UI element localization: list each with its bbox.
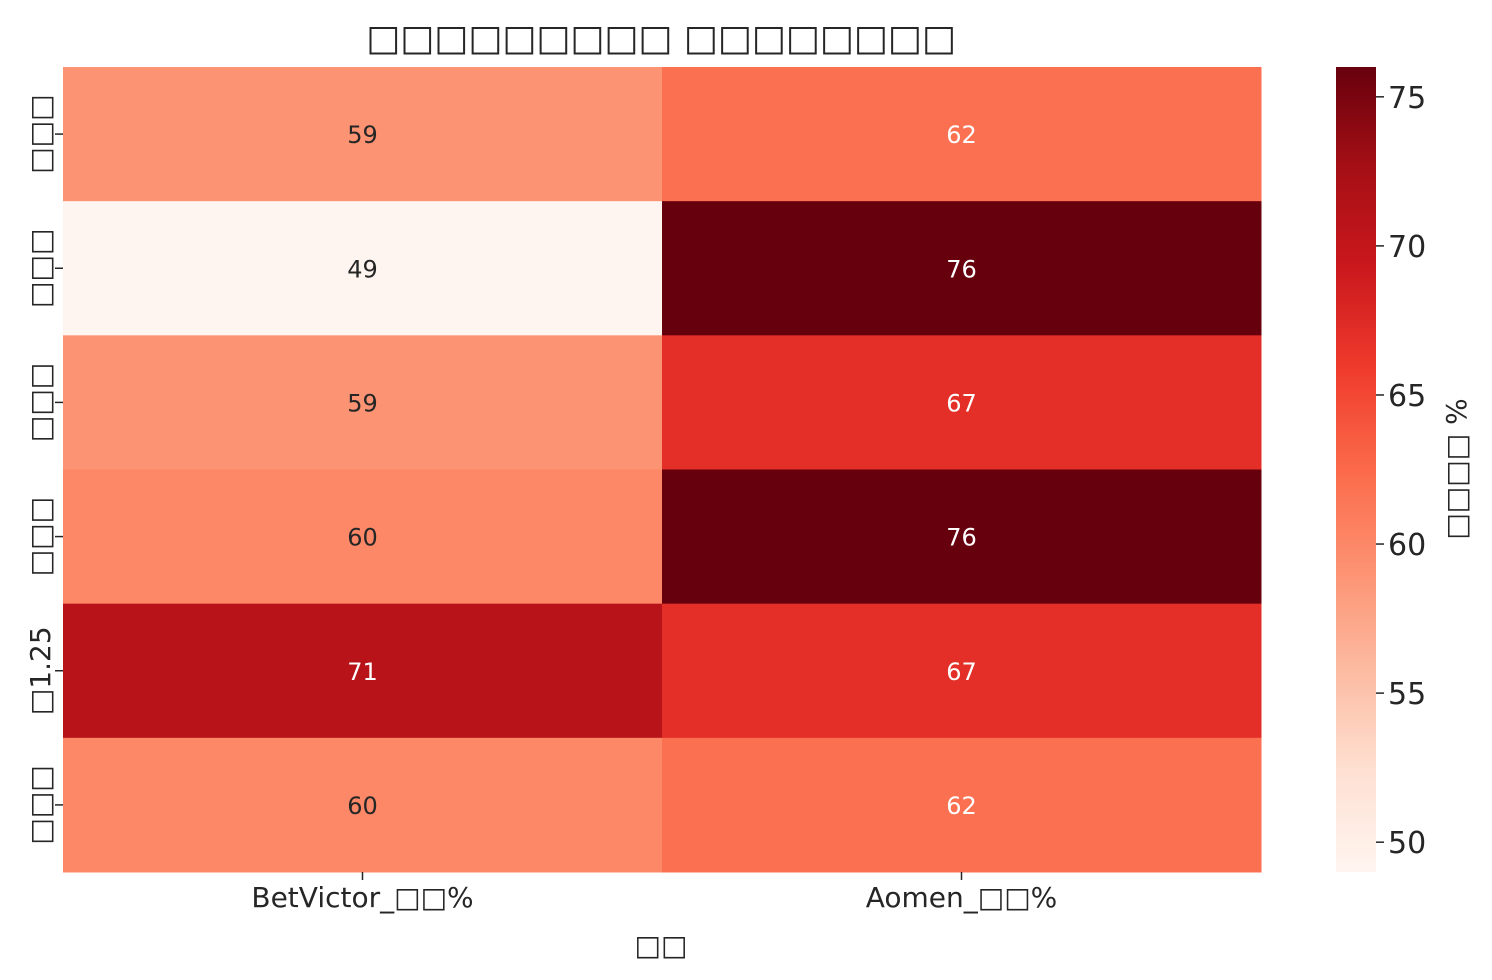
heatmap-cell <box>662 737 1262 873</box>
colorbar-label: □□□□ % <box>1440 398 1473 539</box>
heatmap-cell <box>63 469 663 605</box>
chart-title: □□□□□□□□□ □□□□□□□□ <box>366 18 956 59</box>
cell-value-label: 60 <box>347 524 378 552</box>
heatmap-cell <box>63 335 663 470</box>
y-tick-label: □1.25 <box>24 626 57 715</box>
colorbar-tick-label: 75 <box>1388 81 1426 116</box>
y-tick-label: □□□ <box>24 94 57 173</box>
heatmap-cells: 59 62 49 76 59 67 60 76 71 67 60 62 <box>63 67 1262 873</box>
cell-value-label: 62 <box>946 121 977 149</box>
heatmap-cell <box>662 201 1262 336</box>
heatmap-cell <box>63 67 663 202</box>
x-tick-label: BetVictor_□□% <box>251 881 473 914</box>
cell-value-label: 67 <box>946 658 977 686</box>
colorbar-tick-label: 55 <box>1388 677 1426 712</box>
colorbar <box>1336 67 1376 872</box>
x-axis-label: □□ <box>635 929 688 962</box>
y-tick-label: □□□ <box>24 229 57 308</box>
cell-value-label: 76 <box>946 524 977 552</box>
y-tick-label: □□□ <box>24 765 57 844</box>
y-axis: □□□ □□□ □□□ □□□ □1.25 □□□ <box>24 94 63 845</box>
colorbar-tick-label: 60 <box>1388 528 1426 563</box>
cell-value-label: 62 <box>946 792 977 820</box>
colorbar-tick-label: 65 <box>1388 379 1426 414</box>
colorbar-tick-label: 70 <box>1388 230 1426 265</box>
y-tick-label: □□□ <box>24 363 57 442</box>
heatmap-cell <box>63 603 663 739</box>
heatmap-cell <box>662 67 1262 202</box>
x-tick-label: Aomen_□□% <box>866 881 1058 914</box>
cell-value-label: 71 <box>347 658 378 686</box>
cell-value-label: 60 <box>347 792 378 820</box>
cell-value-label: 59 <box>347 389 378 417</box>
colorbar-ticks: 50 55 60 65 70 75 <box>1376 81 1426 861</box>
heatmap-cell <box>662 469 1262 605</box>
cell-value-label: 59 <box>347 121 378 149</box>
heatmap-cell <box>63 737 663 873</box>
y-tick-label: □□□ <box>24 497 57 576</box>
heatmap-cell <box>63 201 663 336</box>
x-axis: BetVictor_□□% Aomen_□□% <box>251 872 1057 914</box>
cell-value-label: 67 <box>946 389 977 417</box>
heatmap-cell <box>662 335 1262 470</box>
heatmap-cell <box>662 603 1262 739</box>
colorbar-tick-label: 50 <box>1388 826 1426 861</box>
cell-value-label: 49 <box>347 255 378 283</box>
cell-value-label: 76 <box>946 255 977 283</box>
